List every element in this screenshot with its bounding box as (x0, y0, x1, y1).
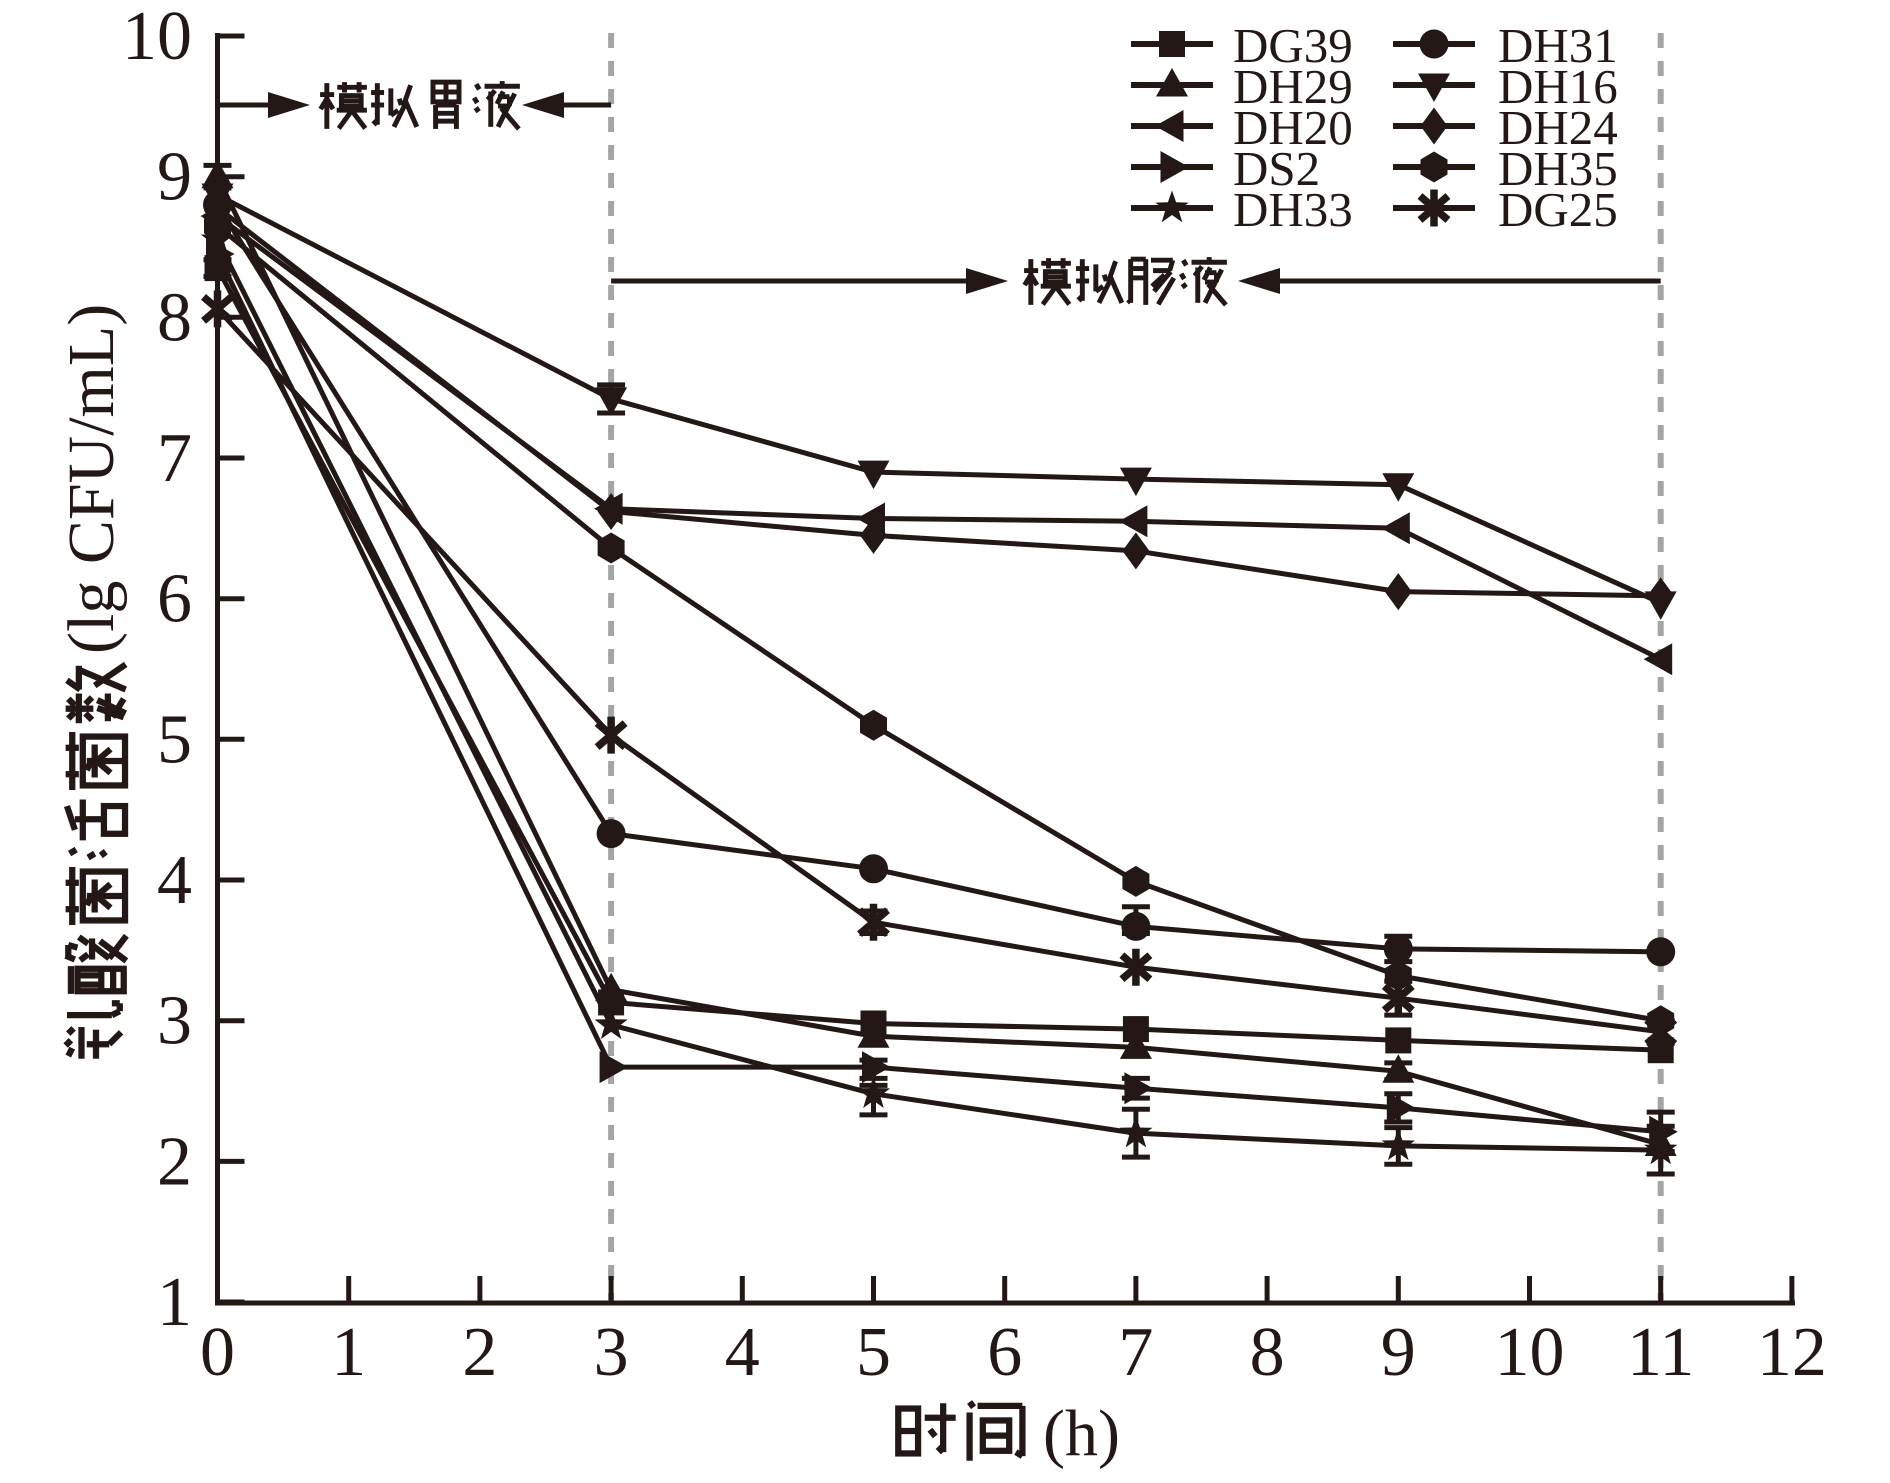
svg-text:DH29: DH29 (1233, 59, 1353, 114)
svg-text:DG39: DG39 (1233, 18, 1353, 73)
svg-text:2: 2 (462, 1314, 497, 1391)
svg-text:3: 3 (594, 1314, 629, 1391)
svg-text:DH16: DH16 (1498, 59, 1618, 114)
svg-text:1: 1 (331, 1314, 366, 1391)
svg-text:7: 7 (157, 420, 192, 497)
svg-text:DH20: DH20 (1233, 100, 1353, 155)
svg-text:DH31: DH31 (1498, 18, 1618, 73)
svg-text:DG25: DG25 (1498, 182, 1618, 237)
svg-text:10: 10 (1495, 1314, 1565, 1391)
svg-text:DH35: DH35 (1498, 141, 1618, 196)
svg-text:(h): (h) (1043, 1397, 1120, 1470)
svg-text:11: 11 (1627, 1314, 1694, 1391)
svg-text:8: 8 (157, 279, 192, 356)
svg-text:DS2: DS2 (1233, 141, 1320, 196)
svg-text:6: 6 (157, 561, 192, 638)
svg-text:0: 0 (200, 1314, 235, 1391)
svg-text:9: 9 (157, 139, 192, 216)
svg-text:5: 5 (157, 701, 192, 778)
svg-text:7: 7 (1118, 1314, 1153, 1391)
svg-text:8: 8 (1250, 1314, 1285, 1391)
svg-text:3: 3 (157, 983, 192, 1060)
svg-text:2: 2 (157, 1123, 192, 1200)
svg-text:4: 4 (157, 842, 192, 919)
svg-text:6: 6 (987, 1314, 1022, 1391)
svg-text:5: 5 (856, 1314, 891, 1391)
svg-text:10: 10 (122, 0, 192, 75)
svg-text:DH24: DH24 (1498, 100, 1618, 155)
svg-text:12: 12 (1757, 1314, 1827, 1391)
svg-text:DH33: DH33 (1233, 182, 1353, 237)
svg-text:(lg CFU/mL): (lg CFU/mL) (55, 304, 128, 654)
svg-text:1: 1 (157, 1264, 192, 1341)
svg-text:4: 4 (725, 1314, 760, 1391)
svg-text:9: 9 (1381, 1314, 1416, 1391)
